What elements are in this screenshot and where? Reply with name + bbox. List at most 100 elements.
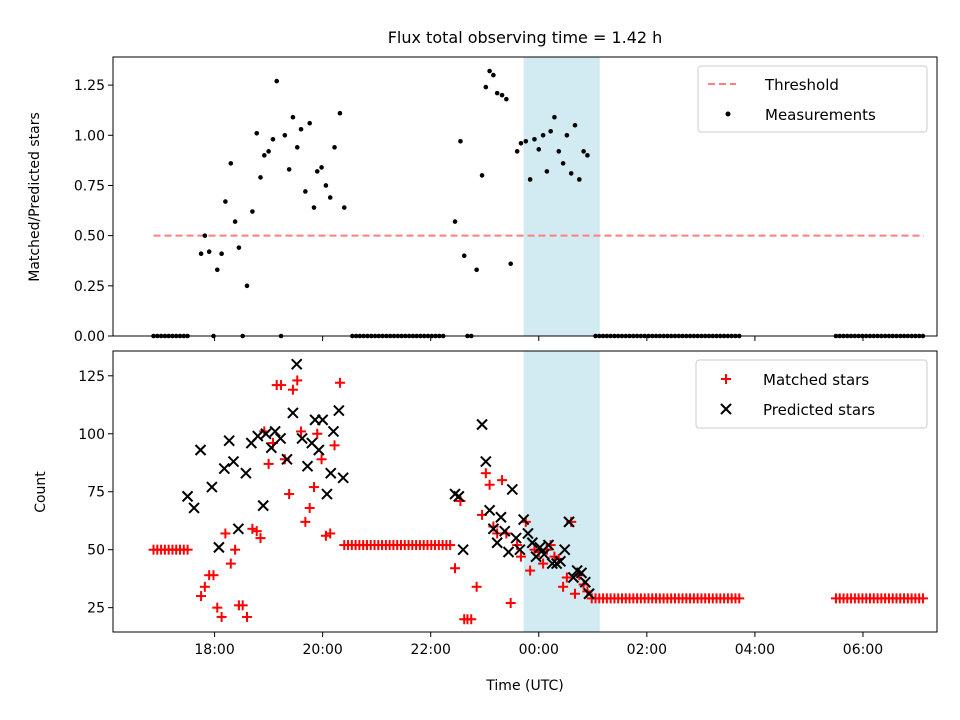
measurement-point <box>223 199 228 204</box>
count-y-axis-label: Count <box>33 471 49 513</box>
predicted-star-point <box>325 467 337 479</box>
measurement-point <box>323 183 329 188</box>
predicted-star-point <box>542 539 555 551</box>
predicted-star-point <box>296 432 308 445</box>
predicted-stars-points <box>181 358 595 600</box>
matched-star-point <box>216 611 227 622</box>
measurement-point <box>219 251 224 257</box>
measurement-point <box>577 177 582 182</box>
measurement-point <box>556 149 562 154</box>
predicted-star-point <box>583 588 595 600</box>
x-tick-label: 04:00 <box>735 642 775 658</box>
predicted-star-point <box>453 490 465 503</box>
measurement-point <box>458 139 463 144</box>
matched-star-point <box>497 475 508 486</box>
legend-predicted-label: Predicted stars <box>763 401 875 419</box>
legend-box <box>697 65 928 133</box>
measurement-point <box>258 175 263 180</box>
measurement-point <box>536 147 542 152</box>
matched-star-point <box>242 611 253 622</box>
predicted-star-point <box>567 571 580 584</box>
measurement-point <box>504 96 509 102</box>
predicted-star-point <box>487 523 500 535</box>
y-tick-label: 0.25 <box>74 279 105 295</box>
predicted-star-point <box>526 537 539 549</box>
matched-star-point <box>182 544 193 555</box>
matched-star-point <box>296 426 307 437</box>
ratio-axes-frame <box>112 56 938 337</box>
time-x-axis: 18:00 20:00 22:00 00:00 02:00 04:00 06:00 <box>194 632 883 658</box>
predicted-star-point <box>188 502 200 514</box>
measurement-point <box>319 165 324 170</box>
predicted-star-point <box>206 481 218 493</box>
legend-measurement-swatch <box>725 111 731 117</box>
measurement-point <box>202 233 208 238</box>
predicted-star-point <box>457 543 469 556</box>
measurement-point <box>244 283 250 289</box>
predicted-star-point <box>301 460 314 472</box>
measurement-point <box>544 169 550 174</box>
predicted-star-point <box>321 488 333 500</box>
y-tick-label: 50 <box>87 543 105 559</box>
measurement-point <box>514 149 520 154</box>
predicted-star-point <box>313 444 325 456</box>
predicted-star-point <box>499 525 511 537</box>
measurement-point <box>303 189 308 194</box>
measurement-point <box>527 177 533 182</box>
measurement-point <box>236 245 242 250</box>
y-tick-label: 25 <box>87 601 105 617</box>
predicted-star-point <box>181 490 194 503</box>
legend-matched-label: Matched stars <box>763 371 869 389</box>
ratio-y-axis: 0.00 0.25 0.50 0.75 1.00 1.25 <box>74 78 113 345</box>
predicted-star-point <box>291 358 303 370</box>
measurement-point <box>491 72 496 78</box>
measurement-point <box>337 110 343 116</box>
measurement-point <box>508 261 513 267</box>
predicted-star-point <box>563 516 575 528</box>
measurement-point <box>250 209 255 214</box>
measurement-point <box>581 149 586 154</box>
x-tick-label: 20:00 <box>302 642 342 658</box>
legend-predicted-swatch <box>720 403 732 415</box>
y-tick-label: 125 <box>78 369 105 385</box>
predicted-star-point <box>530 550 542 563</box>
measurement-point <box>523 139 529 144</box>
measurement-point <box>487 68 492 74</box>
y-tick-label: 1.25 <box>74 78 105 94</box>
measurement-point <box>261 153 267 158</box>
measurement-point <box>290 114 296 120</box>
measurement-point <box>564 132 570 138</box>
predicted-star-point <box>240 467 252 479</box>
chart-title: Flux total observing time = 1.42 h <box>388 28 663 47</box>
matched-star-point <box>480 468 491 479</box>
matched-stars-points <box>148 375 928 625</box>
matched-star-point <box>569 588 580 599</box>
measurement-point <box>332 145 337 150</box>
matched-star-point <box>538 558 549 569</box>
measurement-point <box>540 132 546 138</box>
matched-star-point <box>445 540 456 551</box>
ratio-x-ticks <box>214 336 864 341</box>
measurement-point <box>266 149 271 154</box>
matched-star-point <box>334 377 345 388</box>
predicted-star-point <box>575 567 588 579</box>
measurement-point <box>311 205 317 210</box>
matched-star-point <box>255 533 266 544</box>
legend-box <box>695 359 928 429</box>
matched-star-point <box>237 600 248 611</box>
legend-measurements-label: Measurements <box>765 106 876 124</box>
predicted-star-point <box>502 546 515 558</box>
matched-star-point <box>484 479 495 490</box>
time-x-axis-label: Time (UTC) <box>485 678 563 694</box>
measurement-point <box>206 249 212 254</box>
matched-star-point <box>276 380 287 391</box>
predicted-star-point <box>554 555 567 567</box>
matched-star-point <box>505 598 516 609</box>
legend-matched-marker <box>721 374 731 384</box>
predicted-star-point <box>223 435 235 447</box>
predicted-star-point <box>260 428 272 440</box>
measurement-point <box>232 219 238 224</box>
predicted-star-point <box>517 513 530 526</box>
predicted-star-point <box>265 441 278 454</box>
